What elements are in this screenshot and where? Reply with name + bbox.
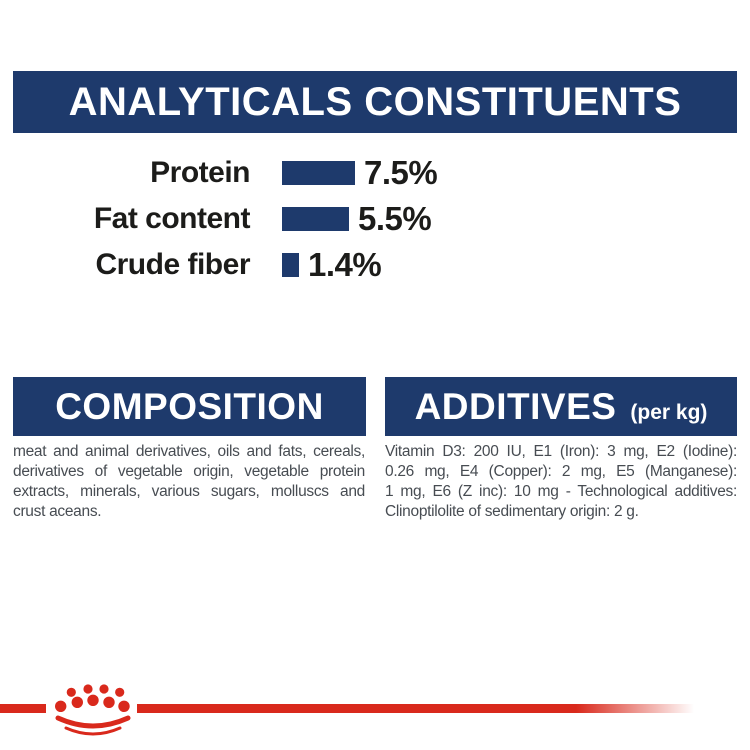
nutrient-bar: [282, 161, 355, 185]
composition-text: meat and animal derivatives, oils and fa…: [13, 442, 365, 522]
composition-line: extracts, minerals, various sugars, moll…: [13, 483, 365, 500]
additives-text: Vitamin D3: 200 IU, E1 (Iron): 3 mg, E2 …: [385, 442, 737, 522]
footer-divider-right: [137, 704, 700, 713]
nutrient-row-fat: Fat content 5.5%: [0, 196, 520, 242]
composition-banner: COMPOSITION: [13, 377, 366, 436]
nutrient-label: Fat content: [93, 202, 251, 235]
analyticals-banner: ANALYTICALS CONSTITUENTS: [13, 71, 737, 133]
additives-line: 0.26 mg, E4 (Copper): 2 mg, E5 (Manganes…: [385, 463, 737, 480]
nutrient-bar: [282, 253, 299, 277]
nutrient-label: Protein: [150, 156, 250, 189]
composition-line: meat and animal derivatives, oils and fa…: [13, 443, 365, 460]
nutrient-value: 7.5%: [364, 154, 438, 191]
additives-unit-label: (per kg): [630, 401, 708, 424]
nutrient-label: Crude fiber: [95, 248, 250, 281]
nutrient-value: 5.5%: [358, 200, 432, 237]
composition-line: crust aceans.: [13, 503, 102, 520]
analyticals-title: ANALYTICALS CONSTITUENTS: [68, 79, 682, 124]
composition-title: COMPOSITION: [55, 385, 324, 427]
additives-banner: ADDITIVES (per kg): [385, 377, 737, 436]
nutrient-bar: [282, 207, 349, 231]
additives-title: ADDITIVES: [414, 386, 617, 427]
royal-canin-crown-icon: [55, 684, 131, 736]
footer-divider-left: [0, 704, 46, 713]
nutrient-row-fiber: Crude fiber 1.4%: [0, 242, 520, 288]
nutrient-value: 1.4%: [308, 246, 382, 283]
additives-line: 1 mg, E6 (Z inc): 10 mg - Technological …: [385, 483, 737, 500]
composition-line: derivatives of vegetable origin, vegetab…: [13, 463, 365, 480]
nutrients-chart: Protein 7.5% Fat content 5.5% Crude fibe…: [0, 150, 520, 288]
nutrient-row-protein: Protein 7.5%: [0, 150, 520, 196]
additives-line: Vitamin D3: 200 IU, E1 (Iron): 3 mg, E2 …: [385, 443, 737, 460]
additives-line: Clinoptilolite of sedimentary origin: 2 …: [385, 503, 639, 520]
